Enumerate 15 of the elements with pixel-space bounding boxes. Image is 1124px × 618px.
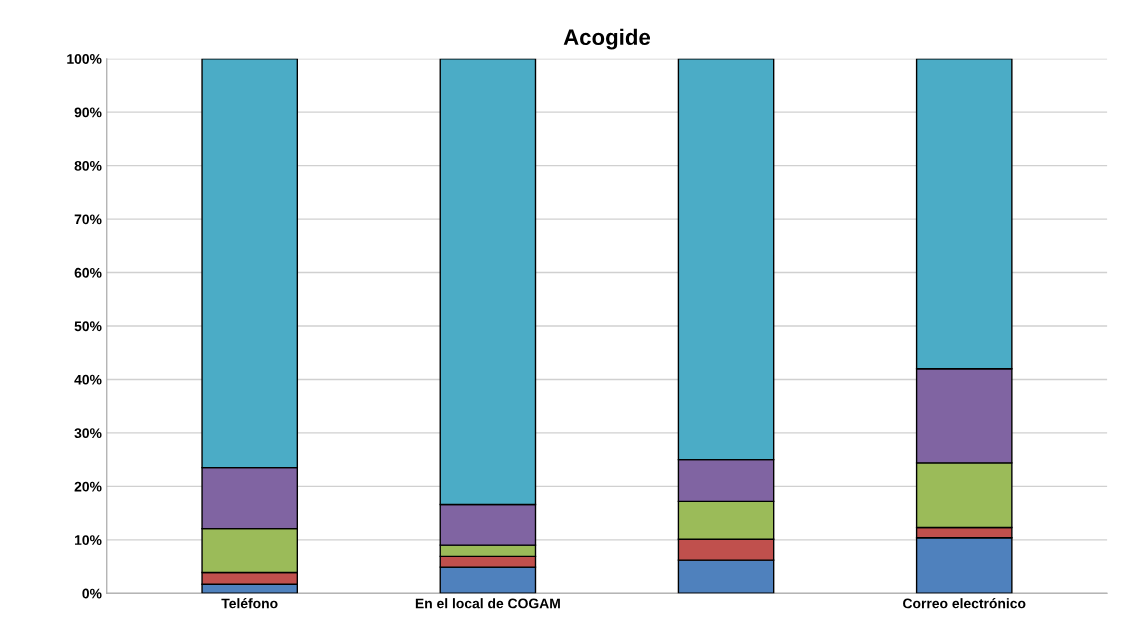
y-tick-label: 30% [74, 428, 102, 439]
chart-title: Acogide [563, 28, 651, 50]
y-tick-label: 0% [82, 588, 102, 599]
y-tick-label: 10% [75, 535, 102, 545]
y-tick-label: 70% [74, 214, 102, 225]
y-tick-label: 20% [74, 481, 102, 492]
y-tick-label: 100% [67, 54, 102, 64]
y-tick-label: 40% [74, 374, 102, 385]
x-tick-label: En el local de COGAM [415, 598, 560, 609]
x-tick-label: Correo electrónico [903, 598, 1026, 609]
y-tick-label: 80% [74, 160, 102, 171]
x-tick-label: Teléfono [221, 598, 278, 609]
y-tick-label: 50% [74, 321, 102, 332]
y-tick-label: 60% [74, 267, 102, 278]
y-tick-label: 90% [74, 107, 102, 118]
